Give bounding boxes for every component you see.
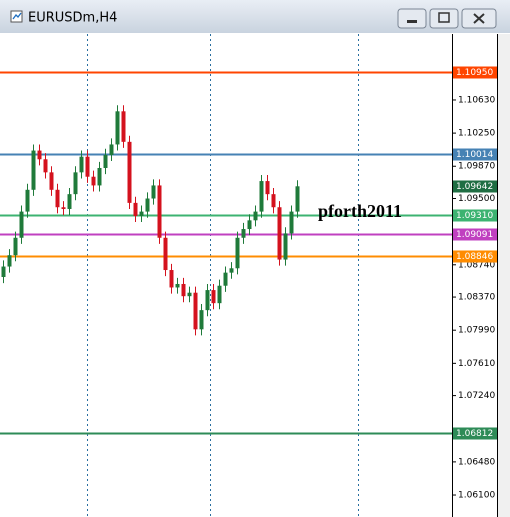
y-tick-label: 1.08740	[458, 260, 495, 270]
level-label: 1.08846	[456, 252, 493, 262]
y-tick-label: 1.06480	[458, 457, 495, 467]
level-label: 1.10014	[456, 150, 493, 160]
current-price-label-box	[453, 180, 497, 193]
candle-body	[19, 211, 24, 238]
window-border	[498, 34, 510, 517]
y-tick-label: 1.07610	[458, 359, 495, 369]
candle-body	[271, 194, 276, 208]
candle-body	[247, 220, 252, 230]
candle-body	[37, 150, 42, 160]
current-price-label: 1.09642	[456, 182, 493, 192]
candle-body	[295, 186, 300, 212]
candle-body	[241, 229, 246, 238]
period-separators	[87, 34, 359, 517]
annotation: pforth2011	[318, 201, 402, 221]
candle-body	[187, 292, 192, 297]
candle-body	[7, 255, 12, 267]
minimize-icon	[407, 20, 417, 23]
y-tick-label: 1.09870	[458, 162, 495, 172]
candle-body	[259, 181, 264, 212]
candle-body	[13, 237, 18, 256]
level-label-box	[453, 66, 497, 79]
candle-body	[283, 233, 288, 260]
level-label-box	[453, 209, 497, 222]
level-label: 1.10950	[456, 68, 493, 78]
candle-body	[211, 290, 216, 304]
candle-body	[133, 202, 138, 216]
plot-area	[0, 34, 497, 517]
candle-body	[235, 237, 240, 269]
candle-body	[43, 159, 48, 173]
candle-body	[121, 111, 126, 142]
y-tick-label: 1.07990	[458, 326, 495, 336]
candle-body	[91, 176, 96, 186]
candle-body	[265, 181, 270, 195]
y-tick-label: 1.10250	[458, 129, 495, 139]
candle-body	[115, 111, 120, 145]
maximize-button[interactable]	[429, 8, 459, 29]
y-tick-label: 1.06100	[458, 491, 495, 501]
candle-body	[61, 207, 66, 209]
level-label: 1.09310	[456, 211, 493, 221]
maximize-icon	[438, 12, 450, 23]
candle-body	[223, 272, 228, 286]
candle-body	[169, 270, 174, 288]
candle-body	[217, 285, 222, 304]
candle-body	[73, 172, 78, 195]
window-buttons	[397, 8, 497, 29]
candle-body	[205, 290, 210, 311]
level-label-box	[453, 427, 497, 440]
candle-body	[55, 189, 60, 208]
candle-body	[103, 154, 108, 168]
candle-body	[127, 141, 132, 203]
candle-body	[289, 211, 294, 234]
level-label-box	[453, 148, 497, 161]
candle-body	[109, 144, 114, 155]
candle-body	[229, 268, 234, 273]
candle-body	[175, 283, 180, 288]
y-tick-label: 1.09500	[458, 194, 495, 204]
candle-body	[163, 237, 168, 271]
candle-body	[85, 156, 90, 177]
y-tick-label: 1.08370	[458, 293, 495, 303]
close-icon	[473, 13, 485, 24]
candle-body	[67, 194, 72, 209]
window-icon	[10, 10, 23, 23]
candle-body	[193, 292, 198, 330]
chart-title: EURUSDm,H4	[28, 11, 117, 26]
level-label-box	[453, 228, 497, 241]
candle-body	[253, 211, 258, 221]
minimize-button[interactable]	[397, 8, 427, 29]
candle-body	[97, 167, 102, 186]
candle-body	[145, 198, 150, 212]
level-label: 1.09091	[456, 230, 493, 240]
candle-body	[139, 211, 144, 216]
candle-body	[277, 207, 282, 260]
level-label-box	[453, 250, 497, 263]
level-label: 1.06812	[456, 429, 493, 439]
candle-body	[157, 185, 162, 238]
candle-body	[1, 266, 6, 278]
candle-body	[151, 185, 156, 199]
candle-body	[181, 283, 186, 297]
candle-body	[49, 172, 54, 190]
candle-body	[79, 156, 84, 173]
candle-body	[25, 189, 30, 212]
y-tick-label: 1.10630	[458, 95, 495, 105]
y-tick-label: 1.07240	[458, 391, 495, 401]
candle-body	[31, 150, 36, 190]
candle-body	[199, 310, 204, 330]
window-icon-line	[12, 12, 22, 20]
